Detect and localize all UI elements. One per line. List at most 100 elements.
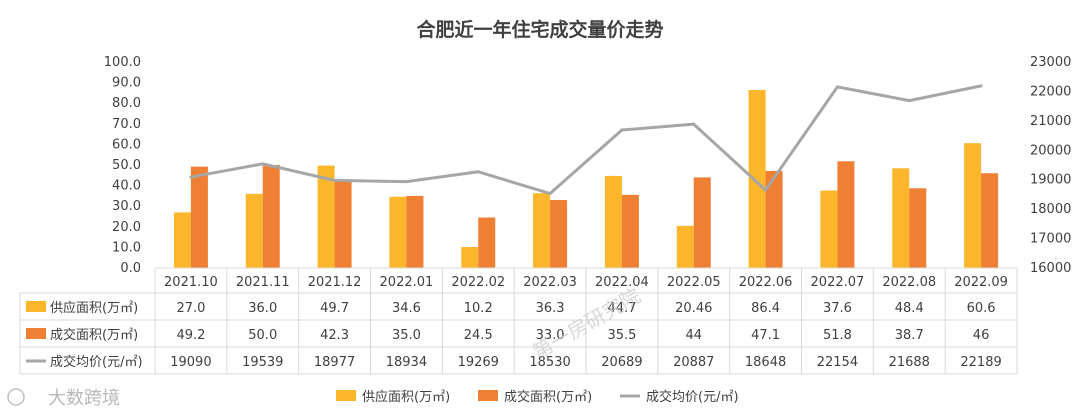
data-label: 48.4 (895, 301, 924, 316)
bar-deal (621, 194, 639, 268)
line-point (404, 180, 408, 184)
y-left-tick-label: 20.0 (112, 220, 141, 235)
data-label: 37.6 (823, 301, 852, 316)
bar-supply (317, 165, 335, 268)
data-label: 44 (685, 328, 702, 343)
bar-supply (461, 246, 479, 268)
bar-deal (262, 165, 280, 268)
data-label: 33.0 (536, 328, 565, 343)
data-label: 18648 (745, 355, 786, 370)
series-line-avg-price (190, 84, 982, 196)
line-point (692, 122, 696, 126)
line-point (620, 128, 624, 132)
legend-key-deal (478, 390, 498, 401)
bar-supply (604, 175, 622, 268)
data-label: 27.0 (176, 301, 205, 316)
plot-area: 0.0 10.0 20.0 30.0 40.0 50.0 60.0 70.0 80.0 90.0 1… (104, 55, 1072, 276)
data-label: 24.5 (464, 328, 493, 343)
bar-deal (693, 177, 711, 268)
data-label: 18530 (529, 355, 570, 370)
chart-title: 合肥近一年住宅成交量价走势 (416, 18, 663, 41)
y-left-tick-label: 90.0 (112, 76, 141, 91)
logo-icon (7, 388, 25, 406)
data-table: 2021.10 2021.11 2021.12 2022.01 2022.02 2022.… (19, 267, 1018, 375)
data-label: 19539 (242, 355, 283, 370)
y-right-tick-label: 23000 (1030, 55, 1071, 70)
data-label: 46 (973, 328, 990, 343)
line-point (764, 188, 768, 192)
data-label: 18977 (314, 355, 355, 370)
y-left-tick-label: 40.0 (112, 179, 141, 194)
line-point (835, 85, 839, 89)
line-point (189, 175, 193, 179)
row-key-supply (26, 301, 46, 312)
x-tick-label: 2022.02 (451, 275, 505, 290)
data-label: 42.3 (320, 328, 349, 343)
y-right-tick-label: 20000 (1030, 143, 1071, 158)
data-label: 20887 (673, 355, 714, 370)
y-right-tick-label: 17000 (1030, 232, 1071, 247)
data-label: 20.46 (675, 301, 712, 316)
legend-key-supply (336, 390, 356, 401)
bar-deal (478, 217, 496, 268)
data-label: 22154 (817, 355, 858, 370)
data-label: 35.5 (607, 328, 636, 343)
line-point (907, 99, 911, 103)
y-right-tick-label: 22000 (1030, 84, 1071, 99)
y-right-tick-label: 19000 (1030, 173, 1071, 188)
bar-deal (550, 200, 568, 268)
y-left-tick-label: 0.0 (120, 261, 141, 276)
bar-deal (765, 170, 783, 268)
bar-supply (748, 90, 766, 269)
bar-deal (909, 188, 927, 268)
logo-text: 大数跨境 (48, 388, 120, 409)
x-tick-label: 2021.10 (164, 275, 218, 290)
bar-deal (837, 161, 855, 268)
data-label: 50.0 (248, 328, 277, 343)
legend-label-price: 成交均价(元/㎡) (646, 389, 739, 405)
legend: 供应面积(万㎡) 成交面积(万㎡) 成交均价(元/㎡) (336, 389, 739, 405)
y-left-tick-label: 80.0 (112, 96, 141, 111)
data-label: 20689 (601, 355, 642, 370)
line-point (476, 170, 480, 174)
bar-supply (676, 225, 694, 268)
row-key-deal (26, 328, 46, 339)
x-tick-label: 2022.09 (954, 275, 1008, 290)
data-label: 44.7 (607, 301, 636, 316)
x-tick-label: 2022.03 (523, 275, 577, 290)
data-label: 86.4 (751, 301, 780, 316)
y-right-tick-label: 21000 (1030, 114, 1071, 129)
data-label: 60.6 (967, 301, 996, 316)
bar-deal (190, 166, 208, 268)
data-label: 38.7 (895, 328, 924, 343)
x-tick-label: 2022.05 (667, 275, 721, 290)
y-left-tick-label: 30.0 (112, 199, 141, 214)
bar-supply (389, 196, 407, 268)
table-row-label: 成交均价(元/㎡) (50, 354, 143, 370)
x-tick-label: 2022.01 (380, 275, 434, 290)
table-row-label: 成交面积(万㎡) (50, 327, 138, 343)
data-label: 51.8 (823, 328, 852, 343)
table-row-label: 供应面积(万㎡) (50, 300, 138, 316)
data-label: 49.7 (320, 301, 349, 316)
data-label: 47.1 (751, 328, 780, 343)
data-label: 35.0 (392, 328, 421, 343)
data-label: 22189 (960, 355, 1001, 370)
x-tick-label: 2022.07 (811, 275, 865, 290)
y-left-tick-label: 100.0 (104, 55, 141, 70)
brand-logo: 大数跨境 (7, 388, 120, 409)
data-label: 34.6 (392, 301, 421, 316)
x-tick-label: 2022.04 (595, 275, 649, 290)
legend-label-supply: 供应面积(万㎡) (362, 389, 450, 405)
line-point (333, 178, 337, 182)
y-left-tick-label: 60.0 (112, 137, 141, 152)
bar-supply (173, 212, 191, 268)
bar-deal (981, 173, 999, 268)
data-label: 36.0 (248, 301, 277, 316)
data-label: 19269 (458, 355, 499, 370)
data-label: 10.2 (464, 301, 493, 316)
x-tick-label: 2022.08 (882, 275, 936, 290)
data-label: 18934 (386, 355, 427, 370)
y-left-tick-label: 10.0 (112, 240, 141, 255)
